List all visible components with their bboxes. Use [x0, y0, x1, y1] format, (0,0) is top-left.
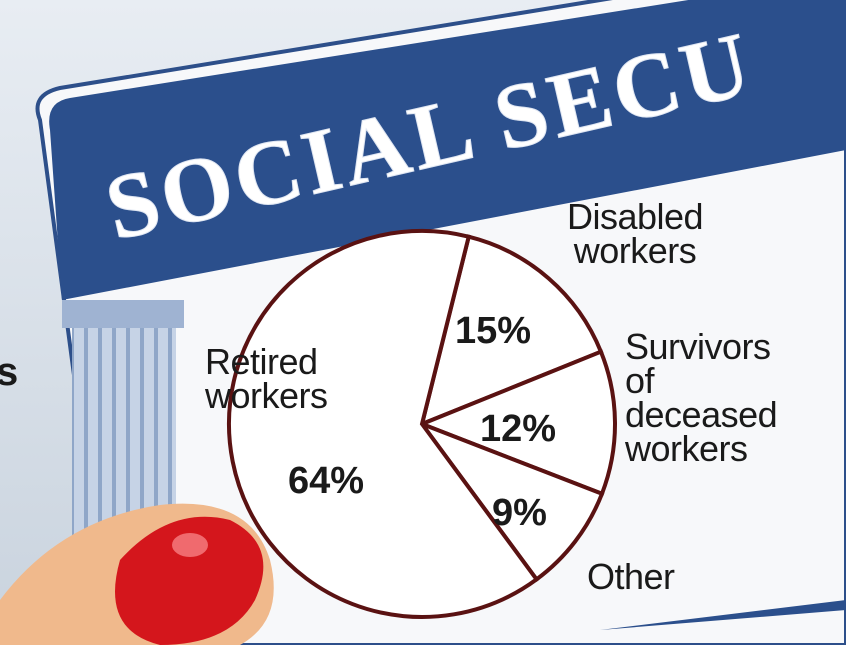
pie-slice	[419, 234, 604, 428]
value-label: 12%	[480, 408, 557, 450]
pie-slice	[227, 229, 540, 619]
pillar-capital	[62, 300, 184, 328]
category-label: Other	[587, 556, 675, 597]
card-band	[49, 0, 846, 300]
value-label: 9%	[492, 492, 547, 534]
value-label: 15%	[455, 310, 532, 352]
fingernail	[115, 516, 264, 645]
edge-text: s	[0, 350, 18, 394]
value-label: 64%	[288, 460, 365, 502]
card-stripe	[600, 600, 846, 630]
category-label: Disabled workers	[566, 196, 704, 271]
category-label: Retired workers	[205, 341, 328, 416]
pie-slice	[416, 419, 605, 583]
category-label: Survivors of deceased workers	[625, 326, 778, 469]
pie-slice	[416, 349, 617, 497]
nail-highlight	[172, 533, 208, 557]
